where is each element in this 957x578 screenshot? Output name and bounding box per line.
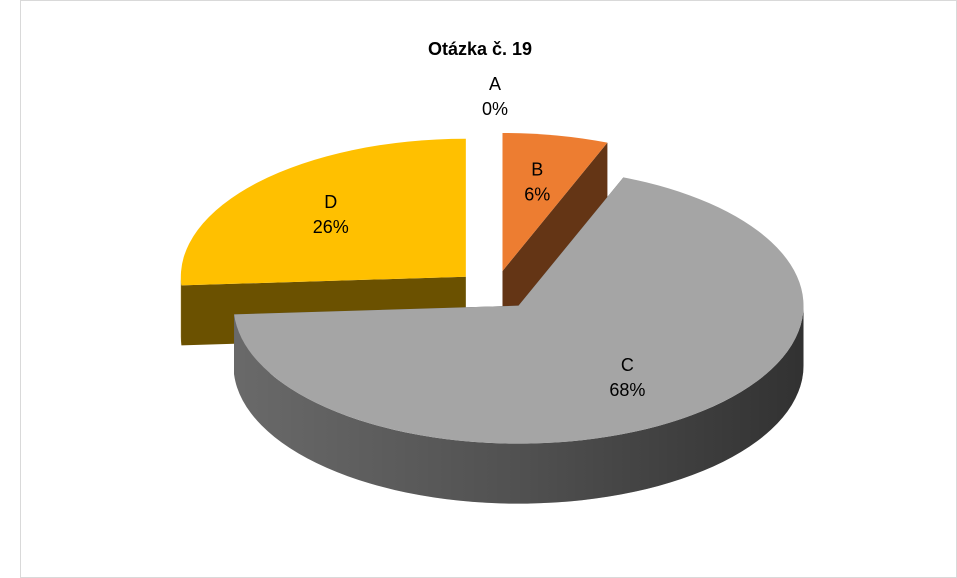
- slice-value-label: 26%: [313, 217, 349, 237]
- slice-value-label: 68%: [609, 380, 645, 400]
- slice-value-label: 6%: [524, 185, 550, 205]
- slice-wall: [502, 142, 608, 331]
- slice-category-label: B: [531, 160, 543, 180]
- slice-value-label: 0%: [482, 99, 508, 119]
- slice-top: [502, 132, 608, 271]
- slice-category-label: A: [489, 74, 501, 94]
- slice-category-label: D: [324, 192, 337, 212]
- data-labels: A 0% B 6% C 68% D 26%: [313, 74, 646, 400]
- pie: [180, 132, 804, 504]
- slice-top: [234, 177, 804, 444]
- slice-side-shade: [234, 305, 804, 504]
- slice-category-label: C: [621, 355, 634, 375]
- slice-side-shade: [180, 276, 182, 346]
- slice: [502, 132, 608, 331]
- slice: [234, 177, 804, 504]
- slice-top: [180, 138, 466, 286]
- chart-title: Otázka č. 19: [428, 39, 532, 59]
